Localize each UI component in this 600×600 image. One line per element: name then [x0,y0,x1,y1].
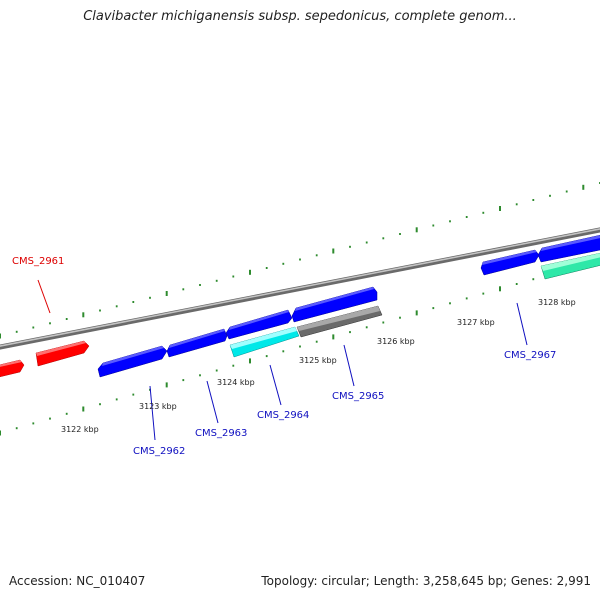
accession-text: Accession: NC_010407 [9,574,146,588]
scale-label: 3124 kbp [217,378,255,387]
gene-label-CMS_2965[interactable]: CMS_2965 [332,391,384,402]
leader-CMS_2965 [343,344,355,387]
topology-summary: Topology: circular; Length: 3,258,645 bp… [261,574,591,588]
gene-partial-left[interactable] [0,359,25,378]
gene-CMS_2962[interactable] [97,345,168,378]
gene-label-CMS_2964[interactable]: CMS_2964 [257,410,309,421]
leader-CMS_2963 [206,380,219,424]
scale-label: 3123 kbp [139,402,177,411]
leader-CMS_2967 [516,302,528,346]
scale-label: 3126 kbp [377,337,415,346]
gene-label-CMS_2962[interactable]: CMS_2962 [133,446,185,457]
leader-CMS_2962 [149,385,156,441]
genome-title: Clavibacter michiganensis subsp. sepedon… [83,9,517,24]
outer-scale-ticks [0,182,600,339]
gene-blue-4[interactable] [480,249,540,276]
genome-backbone-highlight [0,228,600,347]
leader-CMS_2964 [269,364,282,406]
scale-label: 3125 kbp [299,356,337,365]
gene-CMS_2961[interactable] [35,340,90,367]
scale-label: 3127 kbp [457,318,495,327]
gene-label-CMS_2967[interactable]: CMS_2967 [504,350,556,361]
gene-blue-3[interactable] [291,286,378,323]
scale-label: 3128 kbp [538,298,576,307]
gene-CMS_2963[interactable] [166,328,228,358]
genome-backbone [0,227,600,350]
scale-label: 3122 kbp [61,425,99,434]
gene-label-CMS_2963[interactable]: CMS_2963 [195,428,247,439]
gene-CMS_2964[interactable] [229,326,300,358]
gene-CMS_2965[interactable] [296,305,383,338]
gene-blue-5[interactable] [537,233,600,263]
gene-blue-2[interactable] [225,309,293,340]
gene-label-CMS_2961[interactable]: CMS_2961 [12,256,64,267]
gene-CMS_2967[interactable] [540,251,600,280]
leader-CMS_2961 [37,279,51,314]
